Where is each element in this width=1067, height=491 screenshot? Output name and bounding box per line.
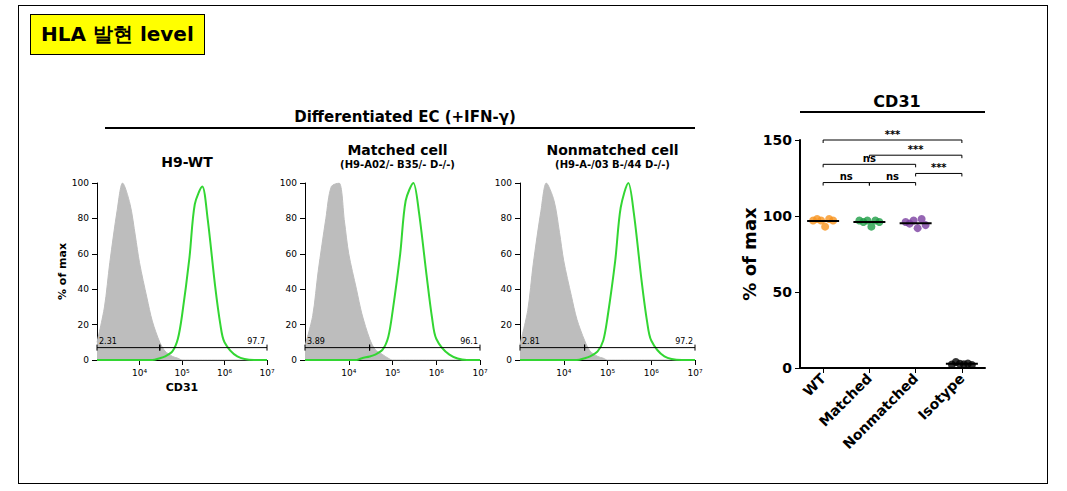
svg-text:40: 40 (286, 284, 298, 294)
svg-text:10⁵: 10⁵ (600, 368, 615, 378)
svg-text:Isotype: Isotype (915, 370, 968, 423)
svg-text:WT: WT (800, 370, 829, 399)
svg-text:100: 100 (72, 178, 89, 188)
svg-text:ns: ns (840, 171, 853, 182)
svg-text:ns: ns (886, 171, 899, 182)
svg-text:Matched cell: Matched cell (347, 142, 447, 158)
svg-text:60: 60 (501, 249, 513, 259)
svg-text:20: 20 (78, 320, 90, 330)
svg-text:97.2: 97.2 (675, 337, 693, 346)
svg-text:Matched: Matched (815, 370, 875, 430)
html-text:HLA 발현 level: HLA 발현 level (41, 22, 194, 46)
svg-text:100: 100 (280, 178, 297, 188)
svg-text:% of max: % of max (56, 243, 69, 300)
svg-text:40: 40 (501, 284, 513, 294)
svg-text:97.7: 97.7 (247, 337, 265, 346)
svg-text:10⁷: 10⁷ (472, 368, 487, 378)
svg-text:20: 20 (286, 320, 298, 330)
svg-text:3.89: 3.89 (307, 337, 325, 346)
svg-text:50: 50 (773, 284, 793, 300)
svg-text:***: *** (885, 129, 901, 140)
svg-text:20: 20 (501, 320, 513, 330)
svg-text:CD31: CD31 (873, 92, 920, 111)
svg-text:100: 100 (495, 178, 512, 188)
svg-text:0: 0 (506, 355, 512, 365)
svg-text:80: 80 (501, 213, 513, 223)
svg-text:0: 0 (83, 355, 89, 365)
svg-text:10⁵: 10⁵ (174, 368, 189, 378)
svg-text:10⁷: 10⁷ (687, 368, 702, 378)
svg-text:10⁴: 10⁴ (556, 368, 571, 378)
svg-text:ns: ns (863, 153, 876, 164)
svg-text:96.1: 96.1 (460, 337, 478, 346)
svg-text:80: 80 (286, 213, 298, 223)
svg-text:2.81: 2.81 (522, 337, 540, 346)
svg-text:60: 60 (286, 249, 298, 259)
svg-text:100: 100 (763, 208, 792, 224)
svg-text:(H9-A02/- B35/- D-/-): (H9-A02/- B35/- D-/-) (340, 159, 455, 170)
svg-text:60: 60 (78, 249, 90, 259)
svg-text:10⁶: 10⁶ (217, 368, 232, 378)
svg-text:10⁶: 10⁶ (429, 368, 444, 378)
svg-text:Differentiated EC (+IFN-γ): Differentiated EC (+IFN-γ) (294, 108, 515, 126)
svg-text:Nonmatched cell: Nonmatched cell (546, 142, 678, 158)
svg-text:40: 40 (78, 284, 90, 294)
svg-text:0: 0 (291, 355, 297, 365)
svg-text:2.31: 2.31 (99, 337, 117, 346)
svg-text:0: 0 (782, 360, 792, 376)
svg-text:% of max: % of max (739, 207, 760, 301)
svg-text:10⁴: 10⁴ (132, 368, 147, 378)
svg-text:10⁵: 10⁵ (385, 368, 400, 378)
svg-text:10⁷: 10⁷ (259, 368, 274, 378)
svg-text:***: *** (908, 144, 924, 155)
svg-text:80: 80 (78, 213, 90, 223)
svg-text:(H9-A-/03 B-/44 D-/-): (H9-A-/03 B-/44 D-/-) (555, 159, 670, 170)
svg-text:CD31: CD31 (166, 381, 199, 394)
svg-text:150: 150 (763, 132, 792, 148)
svg-text:10⁴: 10⁴ (341, 368, 356, 378)
svg-text:Nonmatched: Nonmatched (839, 370, 921, 452)
svg-text:***: *** (931, 162, 947, 173)
svg-text:H9-WT: H9-WT (161, 154, 213, 170)
svg-text:10⁶: 10⁶ (644, 368, 659, 378)
